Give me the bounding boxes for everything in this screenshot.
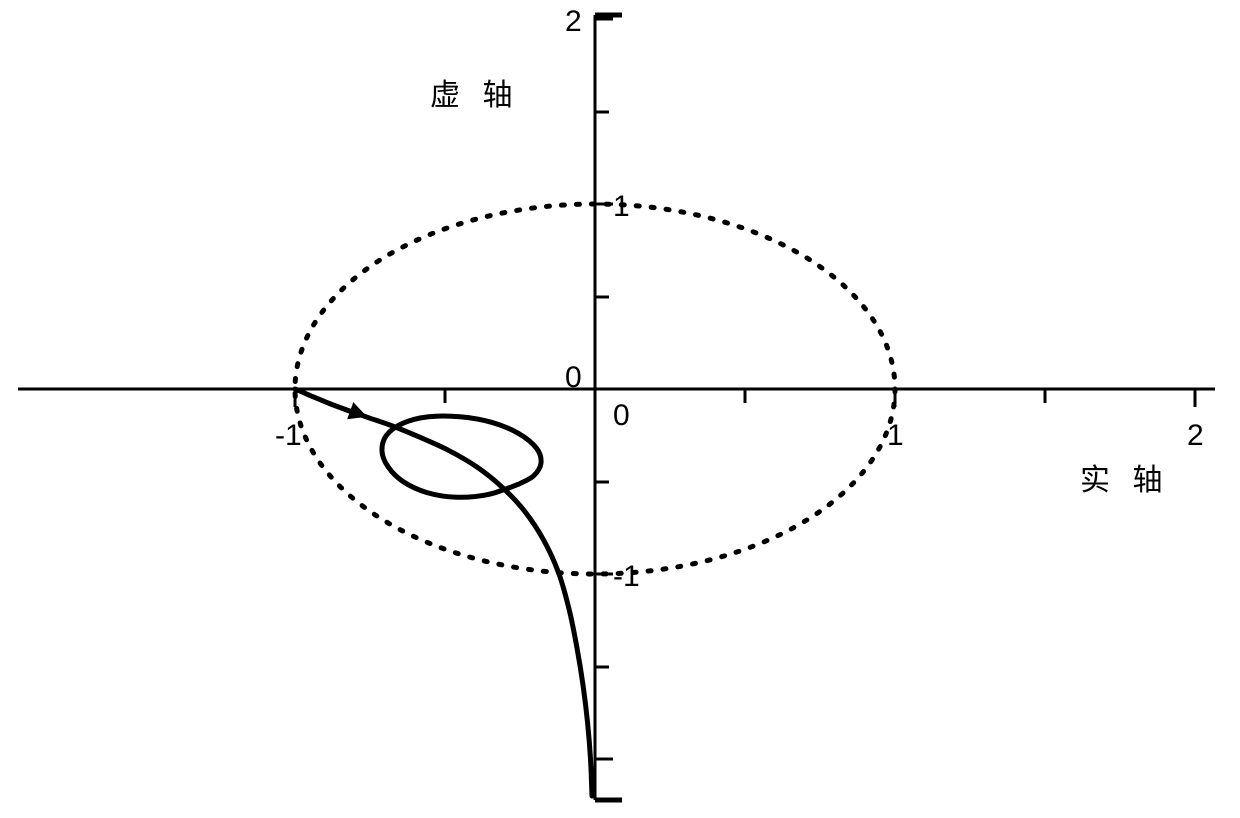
y-tick-label: -1: [613, 560, 640, 594]
y-axis-label: 虚 轴: [430, 70, 520, 114]
x-tick-label: -1: [275, 419, 302, 453]
y-tick-label: 0: [613, 399, 630, 433]
y-tick-label: 0: [565, 361, 582, 395]
x-tick-label: 1: [887, 419, 904, 453]
nyquist-plot: 虚 轴实 轴 -1 1 2 2 1 00 -1: [0, 0, 1240, 818]
x-tick-label: 2: [1187, 419, 1204, 453]
x-axis-label: 实 轴: [1080, 455, 1170, 499]
y-tick-label: 1: [613, 190, 630, 224]
nyquist-curve-main: [295, 389, 592, 796]
y-tick-label: 2: [565, 5, 582, 39]
